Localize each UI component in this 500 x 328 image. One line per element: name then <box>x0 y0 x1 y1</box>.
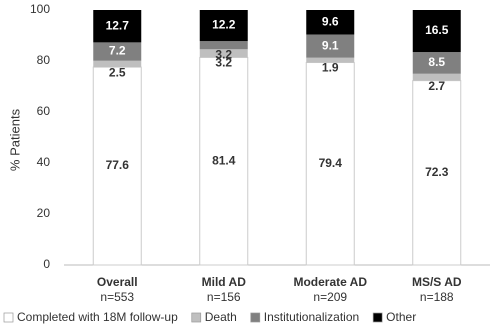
x-tick-sublabel: n=553 <box>100 290 134 304</box>
bar-segment <box>306 57 355 63</box>
x-tick-sublabel: n=156 <box>207 290 241 304</box>
bar-segment <box>199 41 248 50</box>
value-label: 12.7 <box>106 18 130 32</box>
legend-label: Completed with 18M follow-up <box>17 310 178 324</box>
y-tick-label: 60 <box>37 104 51 118</box>
bar-segment <box>199 49 248 58</box>
legend-label: Institutionalization <box>264 310 359 324</box>
value-label: 77.6 <box>106 158 130 172</box>
bar-segment <box>306 34 355 58</box>
value-label: 9.1 <box>322 38 339 52</box>
value-label: 9.6 <box>322 14 339 28</box>
y-tick-label: 0 <box>43 257 50 271</box>
bar-segment <box>199 10 248 42</box>
bar-segment <box>92 66 142 266</box>
bar-segment <box>412 73 461 81</box>
x-tick-label: Mild AD <box>202 275 247 289</box>
y-tick-label: 100 <box>30 2 50 16</box>
bar-segment <box>306 10 355 35</box>
value-label: 16.5 <box>425 23 449 37</box>
bar-segment <box>93 60 142 68</box>
value-label: 12.2 <box>212 18 236 32</box>
legend-swatch <box>250 312 261 323</box>
y-tick-label: 20 <box>37 206 51 220</box>
legend-swatch <box>3 312 14 323</box>
value-label: 8.5 <box>428 55 445 69</box>
value-label: 3.2 <box>215 56 232 70</box>
value-label: 7.2 <box>109 44 126 58</box>
value-label: 79.4 <box>319 156 343 170</box>
bar-segment <box>412 80 462 266</box>
value-label: 3.2 <box>215 47 232 61</box>
bar-segment <box>93 10 142 43</box>
x-tick-label: MS/S AD <box>412 275 462 289</box>
x-tick-sublabel: n=188 <box>420 290 454 304</box>
value-label: 2.7 <box>428 79 445 93</box>
value-label: 2.5 <box>109 65 126 79</box>
legend-swatch <box>191 312 202 323</box>
x-tick-label: Moderate AD <box>293 275 367 289</box>
value-label: 81.4 <box>212 153 236 167</box>
x-tick-label: Overall <box>97 275 138 289</box>
bar-segment <box>305 62 355 266</box>
x-tick-sublabel: n=209 <box>313 290 347 304</box>
legend-label: Other <box>386 310 416 324</box>
value-label: 72.3 <box>425 165 449 179</box>
y-axis-label: % Patients <box>7 108 22 171</box>
y-tick-label: 80 <box>37 53 51 67</box>
bar-segment <box>93 42 142 61</box>
bar-segment <box>412 52 461 74</box>
y-tick-label: 40 <box>37 155 51 169</box>
bar-segment <box>412 10 461 53</box>
bar-segment <box>199 56 249 266</box>
legend-label: Death <box>205 310 237 324</box>
legend-swatch <box>372 312 383 323</box>
value-label: 1.9 <box>322 61 339 75</box>
